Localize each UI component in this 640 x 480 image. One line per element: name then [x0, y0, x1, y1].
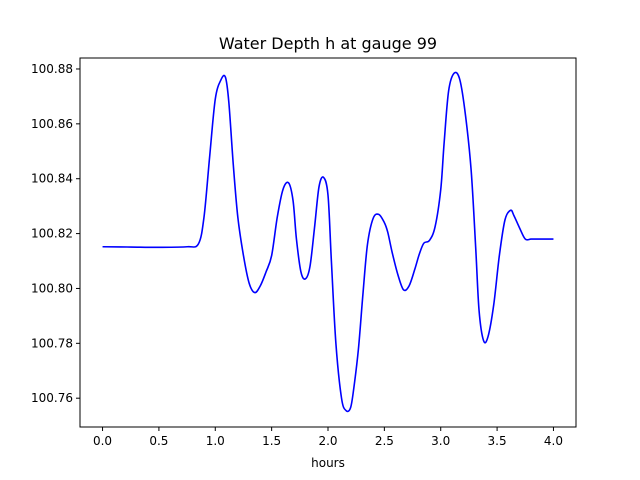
x-tick-label: 3.0 — [431, 434, 450, 448]
x-tick-label: 0.0 — [93, 434, 112, 448]
y-axis: 100.76 100.78 100.80 100.82 100.84 100.86 100.… — [31, 62, 80, 405]
chart-title: Water Depth h at gauge 99 — [219, 34, 437, 53]
plot-area — [102, 71, 554, 413]
x-tick-label: 1.0 — [206, 434, 225, 448]
x-tick-label: 1.5 — [262, 434, 281, 448]
series-line-0 — [102, 71, 554, 413]
x-axis-label: hours — [311, 456, 345, 470]
y-tick-label: 100.86 — [31, 117, 73, 131]
y-tick-label: 100.80 — [31, 281, 73, 295]
x-axis: 0.0 0.5 1.0 1.5 2.0 2.5 3.0 3.5 4.0 — [93, 427, 563, 448]
plot-frame — [79, 57, 577, 428]
x-tick-label: 0.5 — [149, 434, 168, 448]
y-tick-label: 100.88 — [31, 62, 73, 76]
x-tick-label: 2.5 — [375, 434, 394, 448]
x-tick-label: 4.0 — [544, 434, 563, 448]
y-tick-label: 100.82 — [31, 227, 73, 241]
y-tick-label: 100.78 — [31, 336, 73, 350]
x-tick-label: 3.5 — [488, 434, 507, 448]
x-tick-label: 2.0 — [318, 434, 337, 448]
y-tick-label: 100.76 — [31, 391, 73, 405]
y-tick-label: 100.84 — [31, 172, 73, 186]
